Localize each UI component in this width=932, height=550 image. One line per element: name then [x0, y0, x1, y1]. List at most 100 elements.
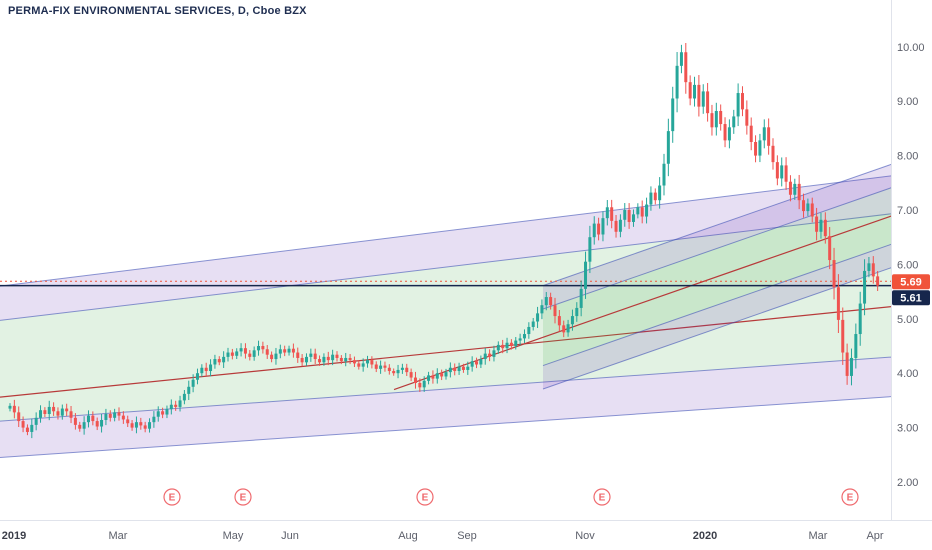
candle-body — [605, 207, 609, 219]
steep-channel-median-line[interactable] — [542, 202, 932, 338]
candle-body — [318, 359, 322, 363]
price-tick-label: 7.00 — [897, 205, 918, 217]
candle-body — [522, 334, 526, 339]
candle-body — [723, 124, 727, 141]
candle-body — [60, 408, 64, 416]
trendline[interactable] — [393, 336, 544, 391]
candle-body — [274, 353, 278, 360]
earnings-marker[interactable]: E — [234, 488, 252, 506]
time-tick-label: Mar — [109, 530, 128, 542]
candle-body — [714, 110, 718, 128]
candle-body — [828, 236, 832, 261]
candle-body — [675, 65, 679, 99]
candle-body — [139, 422, 143, 426]
earnings-letter: E — [422, 493, 429, 504]
candle-body — [30, 424, 34, 432]
alert-price-badge-bg — [892, 274, 930, 290]
candle-body — [440, 373, 444, 377]
candle-body — [204, 367, 208, 372]
candle-body — [461, 366, 465, 370]
last-price-badge[interactable]: 5.61 — [892, 290, 930, 306]
candle-body — [331, 354, 335, 361]
candle-body — [104, 414, 108, 420]
last-price-badge-bg — [892, 290, 930, 306]
candle-body — [832, 260, 836, 288]
candle-body — [222, 356, 226, 363]
steep-channel-outer_bottom-line[interactable] — [542, 254, 932, 390]
candle-body — [148, 422, 152, 429]
candle-body — [470, 361, 474, 367]
candle-body — [658, 185, 662, 201]
candle-body — [78, 424, 82, 429]
time-axis[interactable]: 2019 Mar May Jun Aug Sep Nov 2020 Mar Apr — [2, 530, 884, 542]
shallow-channel-median-line[interactable] — [0, 302, 932, 398]
candle-body — [257, 346, 261, 351]
candle-body — [25, 427, 29, 432]
earnings-marker[interactable]: E — [841, 488, 859, 506]
candle-body — [335, 354, 339, 358]
candle-body — [488, 353, 492, 357]
alert-price-badge-label: 5.69 — [900, 276, 921, 288]
candle-body — [252, 350, 256, 357]
candle-body — [479, 359, 483, 365]
candle-body — [291, 348, 295, 353]
candle-body — [701, 91, 705, 107]
alert-price-badge[interactable]: 5.69 — [892, 274, 930, 290]
candle-body — [309, 353, 313, 357]
earnings-marker[interactable]: E — [416, 488, 434, 506]
shallow-channel-outer_top-line[interactable] — [0, 171, 932, 287]
candle-body — [12, 405, 16, 413]
candle-body — [527, 326, 531, 335]
candle-body — [749, 125, 753, 142]
last-price-badge-label: 5.61 — [900, 292, 921, 304]
candle-body — [483, 353, 487, 360]
candle-body — [466, 366, 470, 370]
candle-body — [854, 334, 858, 358]
earnings-marker[interactable]: E — [593, 488, 611, 506]
candle-body — [780, 165, 784, 179]
steep-channel-outer_top-line[interactable] — [542, 150, 932, 287]
candle-body — [697, 84, 701, 107]
candle-body — [562, 325, 566, 333]
candle-body — [226, 352, 230, 357]
candle-body — [47, 406, 51, 414]
candle-body — [810, 203, 814, 217]
candle-body — [261, 346, 265, 350]
candle-body — [849, 357, 853, 376]
shallow-channel-inner_bottom-line[interactable] — [0, 354, 932, 422]
candle-body — [514, 340, 518, 346]
earnings-letter: E — [169, 493, 176, 504]
price-tick-label: 8.00 — [897, 151, 918, 163]
candle-body — [165, 409, 169, 415]
candle-body — [21, 421, 25, 428]
candle-body — [584, 261, 588, 289]
steep-channel-inner_bottom-line[interactable] — [542, 230, 932, 367]
candle-body — [422, 380, 426, 388]
candle-body — [836, 287, 840, 320]
price-tick-label: 2.00 — [897, 477, 918, 489]
candle-body — [69, 411, 73, 418]
candle-body — [610, 207, 614, 221]
steep-channel-inner_top-line[interactable] — [542, 174, 932, 310]
candle-body — [496, 344, 500, 351]
symbol-legend[interactable]: PERMA-FIX ENVIRONMENTAL SERVICES, D, Cbo… — [8, 5, 307, 17]
candle-body — [400, 367, 404, 370]
candle-body — [684, 52, 688, 83]
candle-body — [688, 82, 692, 99]
candle-body — [858, 303, 862, 335]
candle-body — [326, 356, 330, 361]
time-tick-label: Jun — [281, 530, 299, 542]
price-axis[interactable]: 2.00 3.00 4.00 5.00 6.00 7.00 8.00 9.00 10.00 — [897, 42, 925, 489]
candle-body — [448, 367, 452, 373]
candle-body — [366, 360, 370, 364]
candle-body — [871, 263, 875, 277]
candle-body — [418, 382, 422, 388]
candle-body — [775, 162, 779, 179]
earnings-marker[interactable]: E — [163, 488, 181, 506]
shallow-channel-outer_bottom-line[interactable] — [0, 394, 932, 459]
symbol-title: PERMA-FIX ENVIRONMENTAL SERVICES, D, Cbo… — [8, 5, 307, 17]
earnings-circle-icon — [841, 488, 859, 506]
candle-body — [230, 352, 234, 356]
